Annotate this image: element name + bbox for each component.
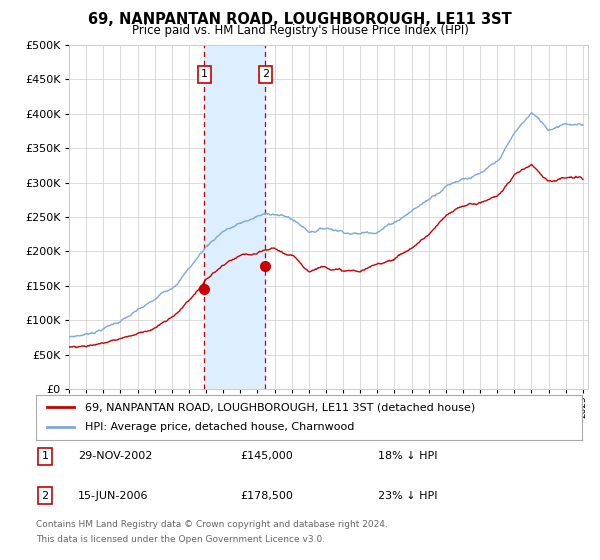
Text: 69, NANPANTAN ROAD, LOUGHBOROUGH, LE11 3ST: 69, NANPANTAN ROAD, LOUGHBOROUGH, LE11 3… [88,12,512,27]
Text: 2: 2 [41,491,49,501]
Text: £178,500: £178,500 [240,491,293,501]
Text: 2: 2 [262,69,269,80]
Text: £145,000: £145,000 [240,451,293,461]
Text: 23% ↓ HPI: 23% ↓ HPI [378,491,437,501]
Text: 18% ↓ HPI: 18% ↓ HPI [378,451,437,461]
Text: 1: 1 [201,69,208,80]
Text: 15-JUN-2006: 15-JUN-2006 [78,491,149,501]
Bar [205,45,265,389]
Text: Contains HM Land Registry data © Crown copyright and database right 2024.: Contains HM Land Registry data © Crown c… [36,520,388,529]
Text: 29-NOV-2002: 29-NOV-2002 [78,451,152,461]
Text: This data is licensed under the Open Government Licence v3.0.: This data is licensed under the Open Gov… [36,535,325,544]
Text: HPI: Average price, detached house, Charnwood: HPI: Average price, detached house, Char… [85,422,355,432]
Text: 1: 1 [41,451,49,461]
Text: 69, NANPANTAN ROAD, LOUGHBOROUGH, LE11 3ST (detached house): 69, NANPANTAN ROAD, LOUGHBOROUGH, LE11 3… [85,402,475,412]
Text: Price paid vs. HM Land Registry's House Price Index (HPI): Price paid vs. HM Land Registry's House … [131,24,469,36]
